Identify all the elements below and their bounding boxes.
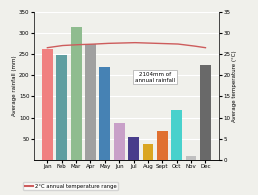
Bar <box>128 137 139 160</box>
Bar <box>71 27 82 160</box>
Bar <box>157 131 168 160</box>
Text: 2104mm of
annual rainfall: 2104mm of annual rainfall <box>135 72 175 83</box>
Y-axis label: Average rainfall (mm): Average rainfall (mm) <box>12 56 18 116</box>
Legend: 2°C annual temperature range: 2°C annual temperature range <box>23 182 118 190</box>
Bar <box>42 49 53 160</box>
Bar <box>186 156 197 160</box>
Bar <box>114 123 125 160</box>
Bar <box>200 66 211 160</box>
Bar <box>100 67 110 160</box>
Y-axis label: Average temperature (°C): Average temperature (°C) <box>232 50 237 122</box>
Bar <box>143 144 153 160</box>
Bar <box>85 44 96 160</box>
Bar <box>171 110 182 160</box>
Bar <box>56 55 67 160</box>
